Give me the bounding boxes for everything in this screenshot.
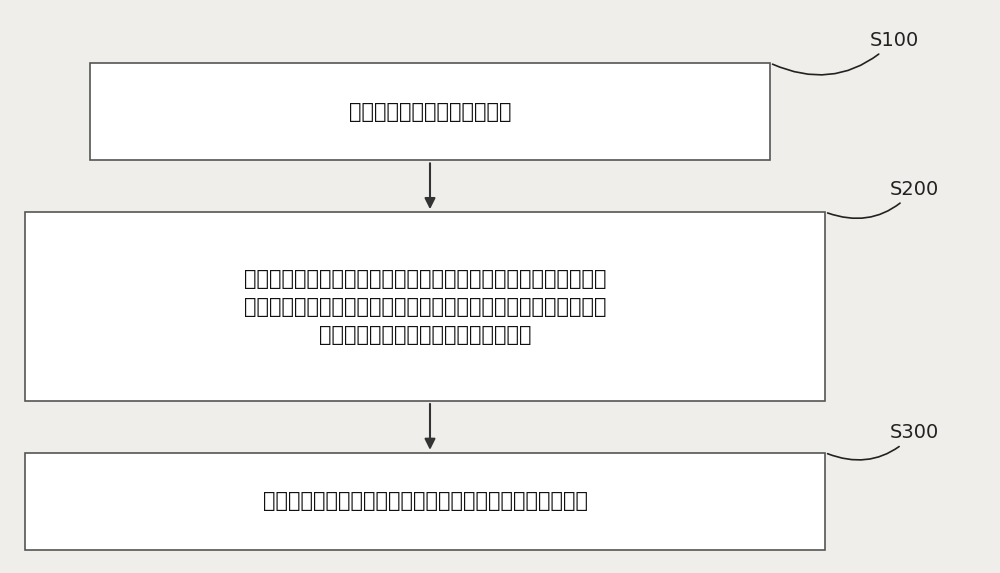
Text: 采用人脸正样本、人脸负样本、部分人脸和人脸关键点样本作为训
练样本来训练所述多级卷积神经网络进行人脸分类、人脸区域位置
回归以及人脸关键点定位的任务的学习: 采用人脸正样本、人脸负样本、部分人脸和人脸关键点样本作为训 练样本来训练所述多级… xyxy=(244,269,606,344)
Text: S300: S300 xyxy=(828,423,939,460)
FancyBboxPatch shape xyxy=(25,212,825,401)
Text: S100: S100 xyxy=(773,30,919,75)
Text: 组建级联的多级卷积神经网络: 组建级联的多级卷积神经网络 xyxy=(349,102,511,121)
Text: S200: S200 xyxy=(828,179,939,218)
FancyBboxPatch shape xyxy=(90,63,770,160)
Text: 利用训练好的多级卷积神经网络对待检测图像进行人脸检测: 利用训练好的多级卷积神经网络对待检测图像进行人脸检测 xyxy=(263,492,588,511)
FancyBboxPatch shape xyxy=(25,453,825,550)
